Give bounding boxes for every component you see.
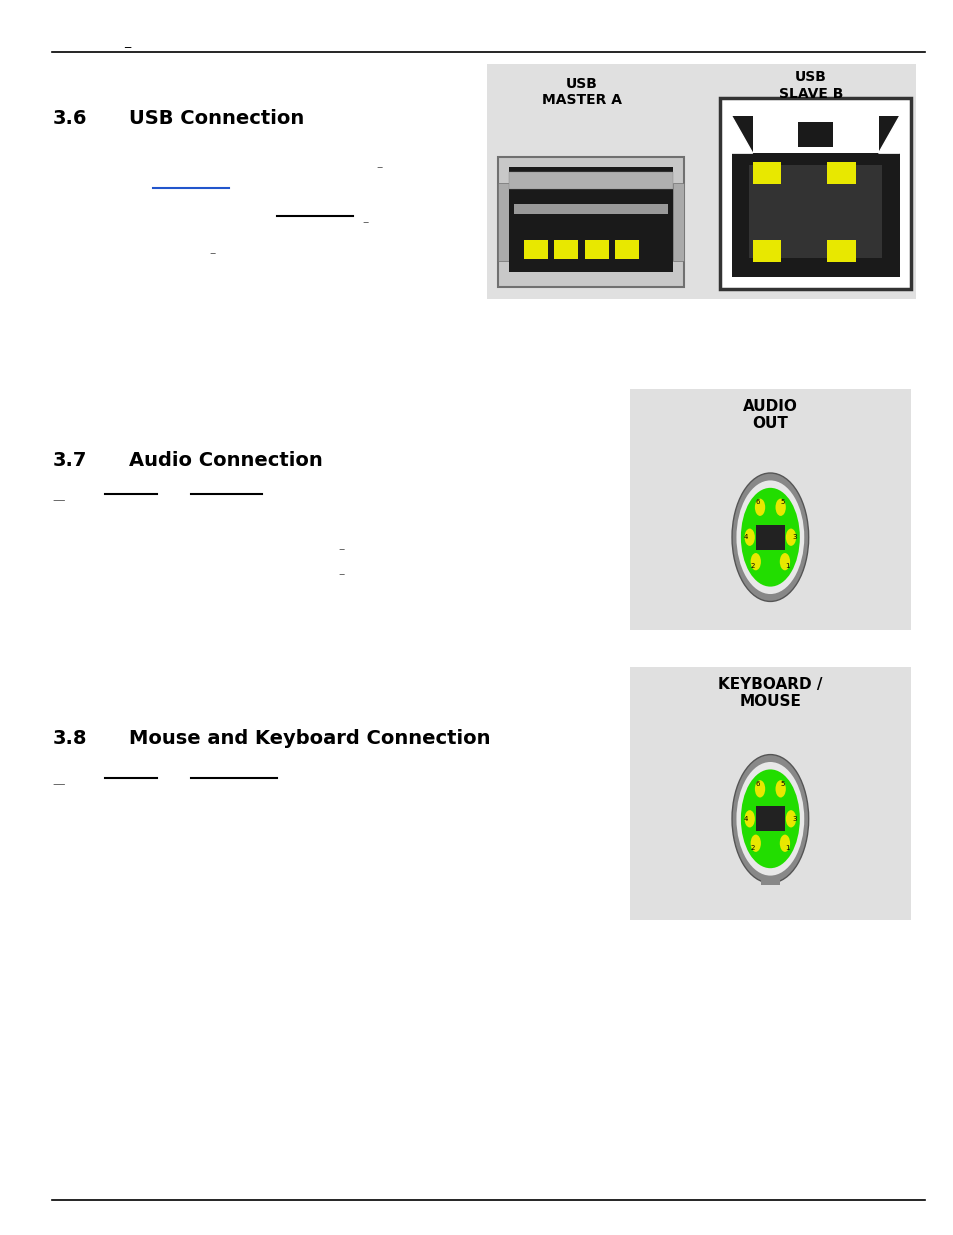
Bar [748,165,882,258]
Bar [826,162,855,184]
Text: Mouse and Keyboard Connection: Mouse and Keyboard Connection [129,729,490,747]
Bar [497,183,509,261]
Text: 6: 6 [755,781,760,787]
Bar [760,876,779,885]
Polygon shape [731,116,752,153]
Bar [584,240,608,259]
Text: –: – [376,161,383,174]
Text: 5: 5 [780,499,784,505]
Ellipse shape [785,810,796,827]
Text: 5: 5 [780,781,784,787]
Ellipse shape [775,499,785,516]
Text: –: – [338,543,345,557]
Ellipse shape [736,762,803,876]
Bar [497,157,683,287]
Text: _: _ [124,35,131,48]
Ellipse shape [754,781,764,798]
Text: 2: 2 [750,563,755,569]
Bar [752,162,781,184]
Text: 6: 6 [755,499,760,505]
Bar [720,98,910,289]
Bar [523,240,547,259]
Bar [629,389,910,630]
Bar [554,240,578,259]
Bar [826,240,855,262]
Bar [798,122,832,147]
Text: 3.7: 3.7 [52,451,87,469]
Text: 4: 4 [743,535,747,540]
Bar [514,204,667,214]
Text: 3: 3 [792,535,796,540]
Bar [509,172,672,189]
Ellipse shape [740,488,799,587]
Ellipse shape [750,553,760,571]
Ellipse shape [736,480,803,594]
Text: —: — [52,494,65,508]
Text: –: – [338,568,345,582]
Ellipse shape [779,553,789,571]
Text: 4: 4 [743,816,747,821]
Ellipse shape [779,835,789,852]
Bar [752,116,878,153]
Text: 2: 2 [750,845,755,851]
Bar [755,525,784,550]
Ellipse shape [785,529,796,546]
Ellipse shape [743,810,754,827]
Text: –: – [362,216,369,230]
Ellipse shape [740,769,799,868]
Ellipse shape [750,835,760,852]
Ellipse shape [775,781,785,798]
Text: –: – [210,247,216,261]
Bar [731,116,899,277]
Ellipse shape [754,499,764,516]
Bar [509,167,672,272]
Bar [755,806,784,831]
Text: AUDIO
OUT: AUDIO OUT [742,399,797,431]
Text: 1: 1 [784,563,789,569]
Bar [615,240,639,259]
Ellipse shape [743,529,754,546]
Text: KEYBOARD /
MOUSE: KEYBOARD / MOUSE [718,677,821,709]
Text: 1: 1 [784,845,789,851]
Text: Audio Connection: Audio Connection [129,451,322,469]
Ellipse shape [731,473,808,601]
Text: 3.8: 3.8 [52,729,87,747]
Ellipse shape [731,755,808,883]
Text: USB
SLAVE B: USB SLAVE B [778,70,842,100]
Bar [486,64,915,299]
Bar [752,240,781,262]
Polygon shape [878,116,899,153]
Text: USB
MASTER A: USB MASTER A [541,77,621,106]
Bar [672,183,683,261]
Bar [629,667,910,920]
Text: 3.6: 3.6 [52,109,87,127]
Text: USB Connection: USB Connection [129,109,304,127]
Text: —: — [52,778,65,792]
Text: 3: 3 [792,816,796,821]
